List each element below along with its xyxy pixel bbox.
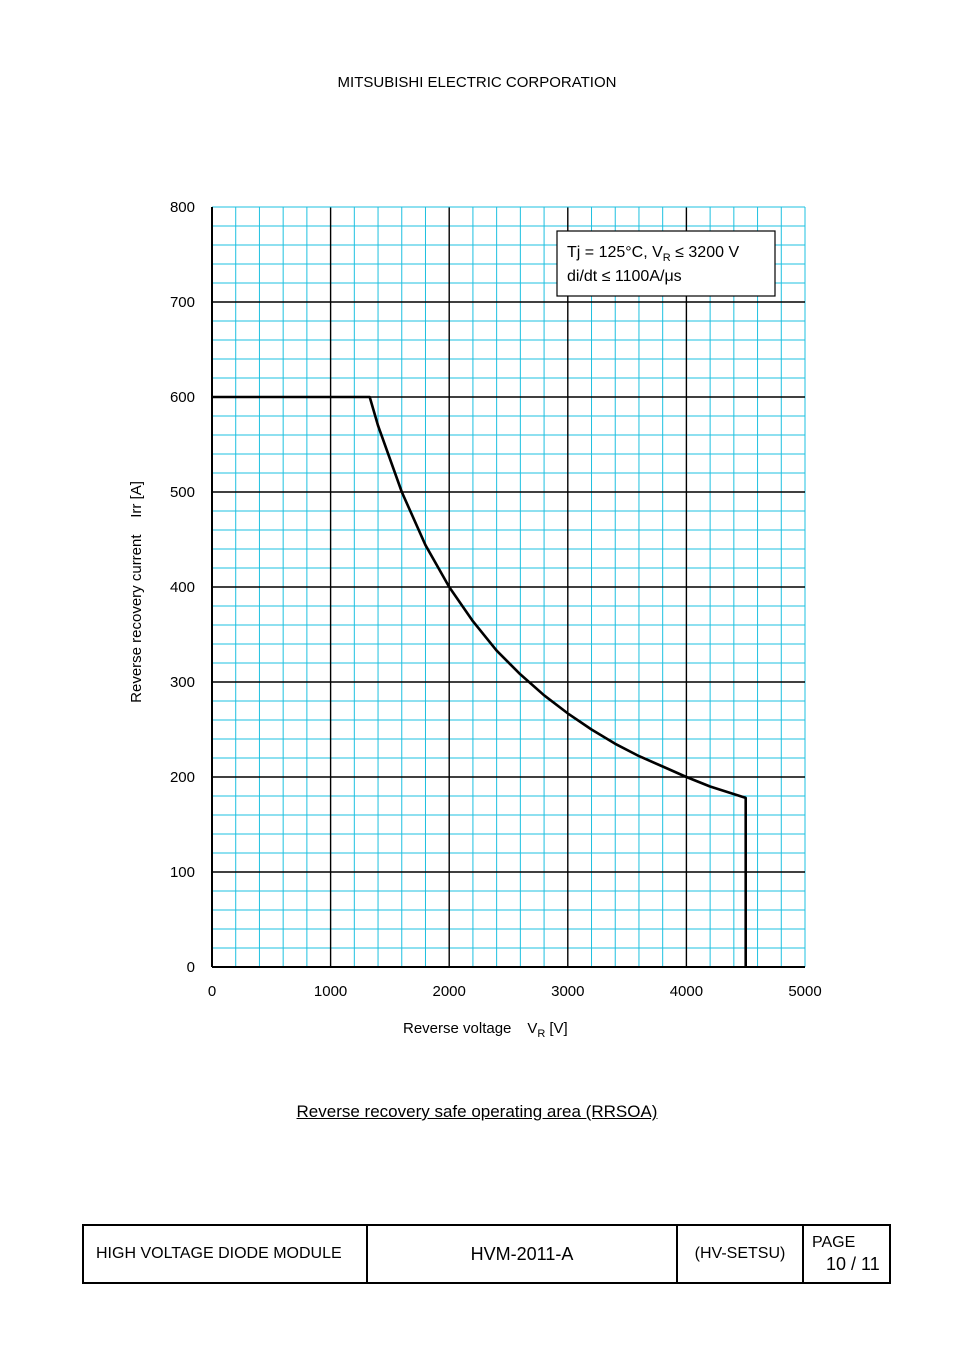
y-tick-label: 200 [170,769,195,786]
y-tick-label: 400 [170,579,195,596]
chart-series [212,395,748,967]
y-tick-label: 100 [170,864,195,881]
document-footer: HIGH VOLTAGE DIODE MODULE HVM-2011-A (HV… [82,1224,891,1284]
x-tick-label: 1000 [314,983,347,1000]
rrsoa-chart: 0 1000 2000 3000 4000 5000 0 100 200 300 400 500 600… [128,199,822,1040]
chart-grid [211,206,806,968]
y-tick-label: 0 [187,959,195,976]
chart-tick-labels: 0 1000 2000 3000 4000 5000 0 100 200 300 400 500 600… [170,199,822,1000]
y-tick-label: 500 [170,484,195,501]
x-tick-label: 2000 [433,983,466,1000]
annotation-line-2: di/dt ≤ 1100A/μs [567,268,682,285]
x-axis-label: Reverse voltage VR [V] [403,1020,568,1040]
y-tick-label: 800 [170,199,195,216]
footer-page-number: 10 / 11 [826,1254,880,1274]
y-tick-label: 600 [170,389,195,406]
x-tick-label: 4000 [670,983,703,1000]
footer-product-title: HIGH VOLTAGE DIODE MODULE [82,1224,368,1284]
footer-page-label: PAGE [812,1234,856,1251]
footer-document-number: HVM-2011-A [366,1224,678,1284]
y-axis-label: Reverse recovery current Irr [A] [128,481,145,703]
x-tick-label: 0 [208,983,216,1000]
figure-caption: Reverse recovery safe operating area (RR… [296,1102,658,1121]
y-tick-label: 700 [170,294,195,311]
footer-page-cell: PAGE 10 / 11 [802,1224,891,1284]
annotation-line-1: Tj = 125°C, VR ≤ 3200 V [567,244,739,264]
x-tick-label: 3000 [551,983,584,1000]
chart-annotation-box: Tj = 125°C, VR ≤ 3200 V di/dt ≤ 1100A/μs [556,230,776,297]
y-tick-label: 300 [170,674,195,691]
x-tick-label: 5000 [788,983,821,1000]
company-header: MITSUBISHI ELECTRIC CORPORATION [337,74,617,91]
rrsoa-curve [212,395,748,967]
footer-code: (HV-SETSU) [676,1224,804,1284]
